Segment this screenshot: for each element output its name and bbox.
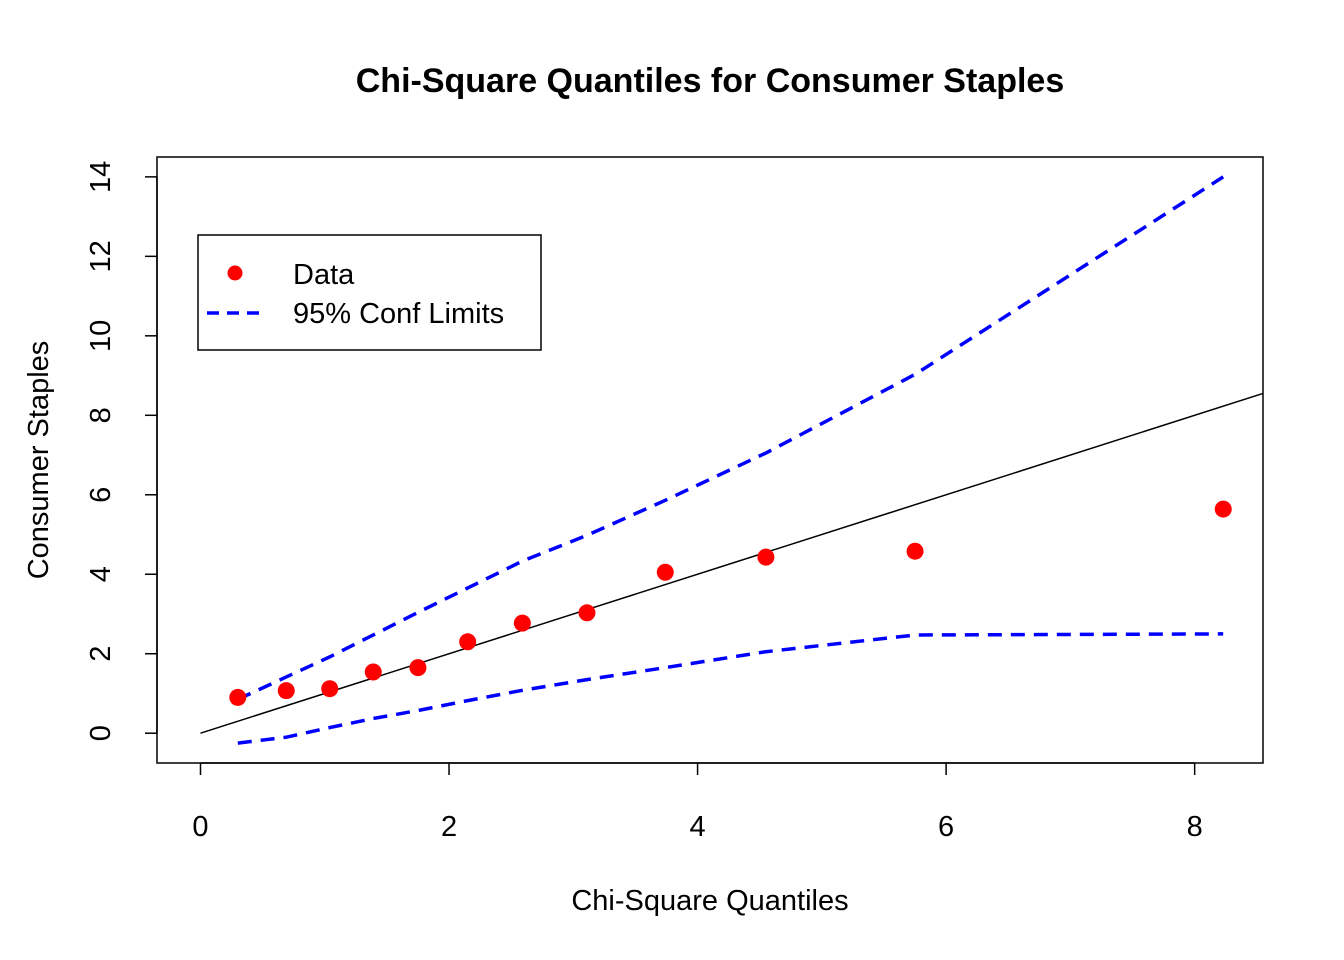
y-tick-label: 6 (85, 487, 117, 503)
data-point (277, 682, 295, 700)
data-point (364, 663, 382, 681)
y-tick-label: 8 (85, 407, 117, 423)
y-tick-label: 2 (85, 646, 117, 662)
legend-point-icon (227, 265, 243, 281)
upper-conf-limit-line (237, 175, 1225, 701)
y-tick-label: 4 (85, 566, 117, 582)
x-tick-label: 6 (938, 811, 954, 843)
y-axis-label: Consumer Staples (23, 341, 55, 580)
y-tick-label: 14 (85, 161, 117, 193)
x-tick-label: 2 (441, 811, 457, 843)
data-point (757, 548, 775, 566)
legend-box (197, 234, 542, 351)
data-point (906, 542, 924, 560)
data-point (409, 659, 427, 677)
data-point (656, 563, 674, 581)
y-tick-label: 12 (85, 240, 117, 272)
x-tick-label: 8 (1187, 811, 1203, 843)
data-point (459, 633, 477, 651)
data-point (1214, 500, 1232, 518)
legend-label-data: Data (293, 259, 355, 291)
data-point (321, 680, 339, 698)
data-point (578, 604, 596, 622)
legend-label-conf-limits: 95% Conf Limits (293, 298, 504, 330)
x-axis-label: Chi-Square Quantiles (571, 885, 848, 917)
data-point (229, 688, 247, 706)
y-tick-label: 10 (85, 320, 117, 352)
legend: Data 95% Conf Limits (197, 234, 542, 351)
chart-title: Chi-Square Quantiles for Consumer Staple… (356, 62, 1064, 100)
x-tick-label: 4 (690, 811, 706, 843)
reference-line (200, 392, 1264, 734)
x-tick-label: 0 (192, 811, 208, 843)
lower-conf-limit-line (237, 632, 1224, 745)
y-tick-label: 0 (85, 725, 117, 741)
data-point (513, 614, 531, 632)
